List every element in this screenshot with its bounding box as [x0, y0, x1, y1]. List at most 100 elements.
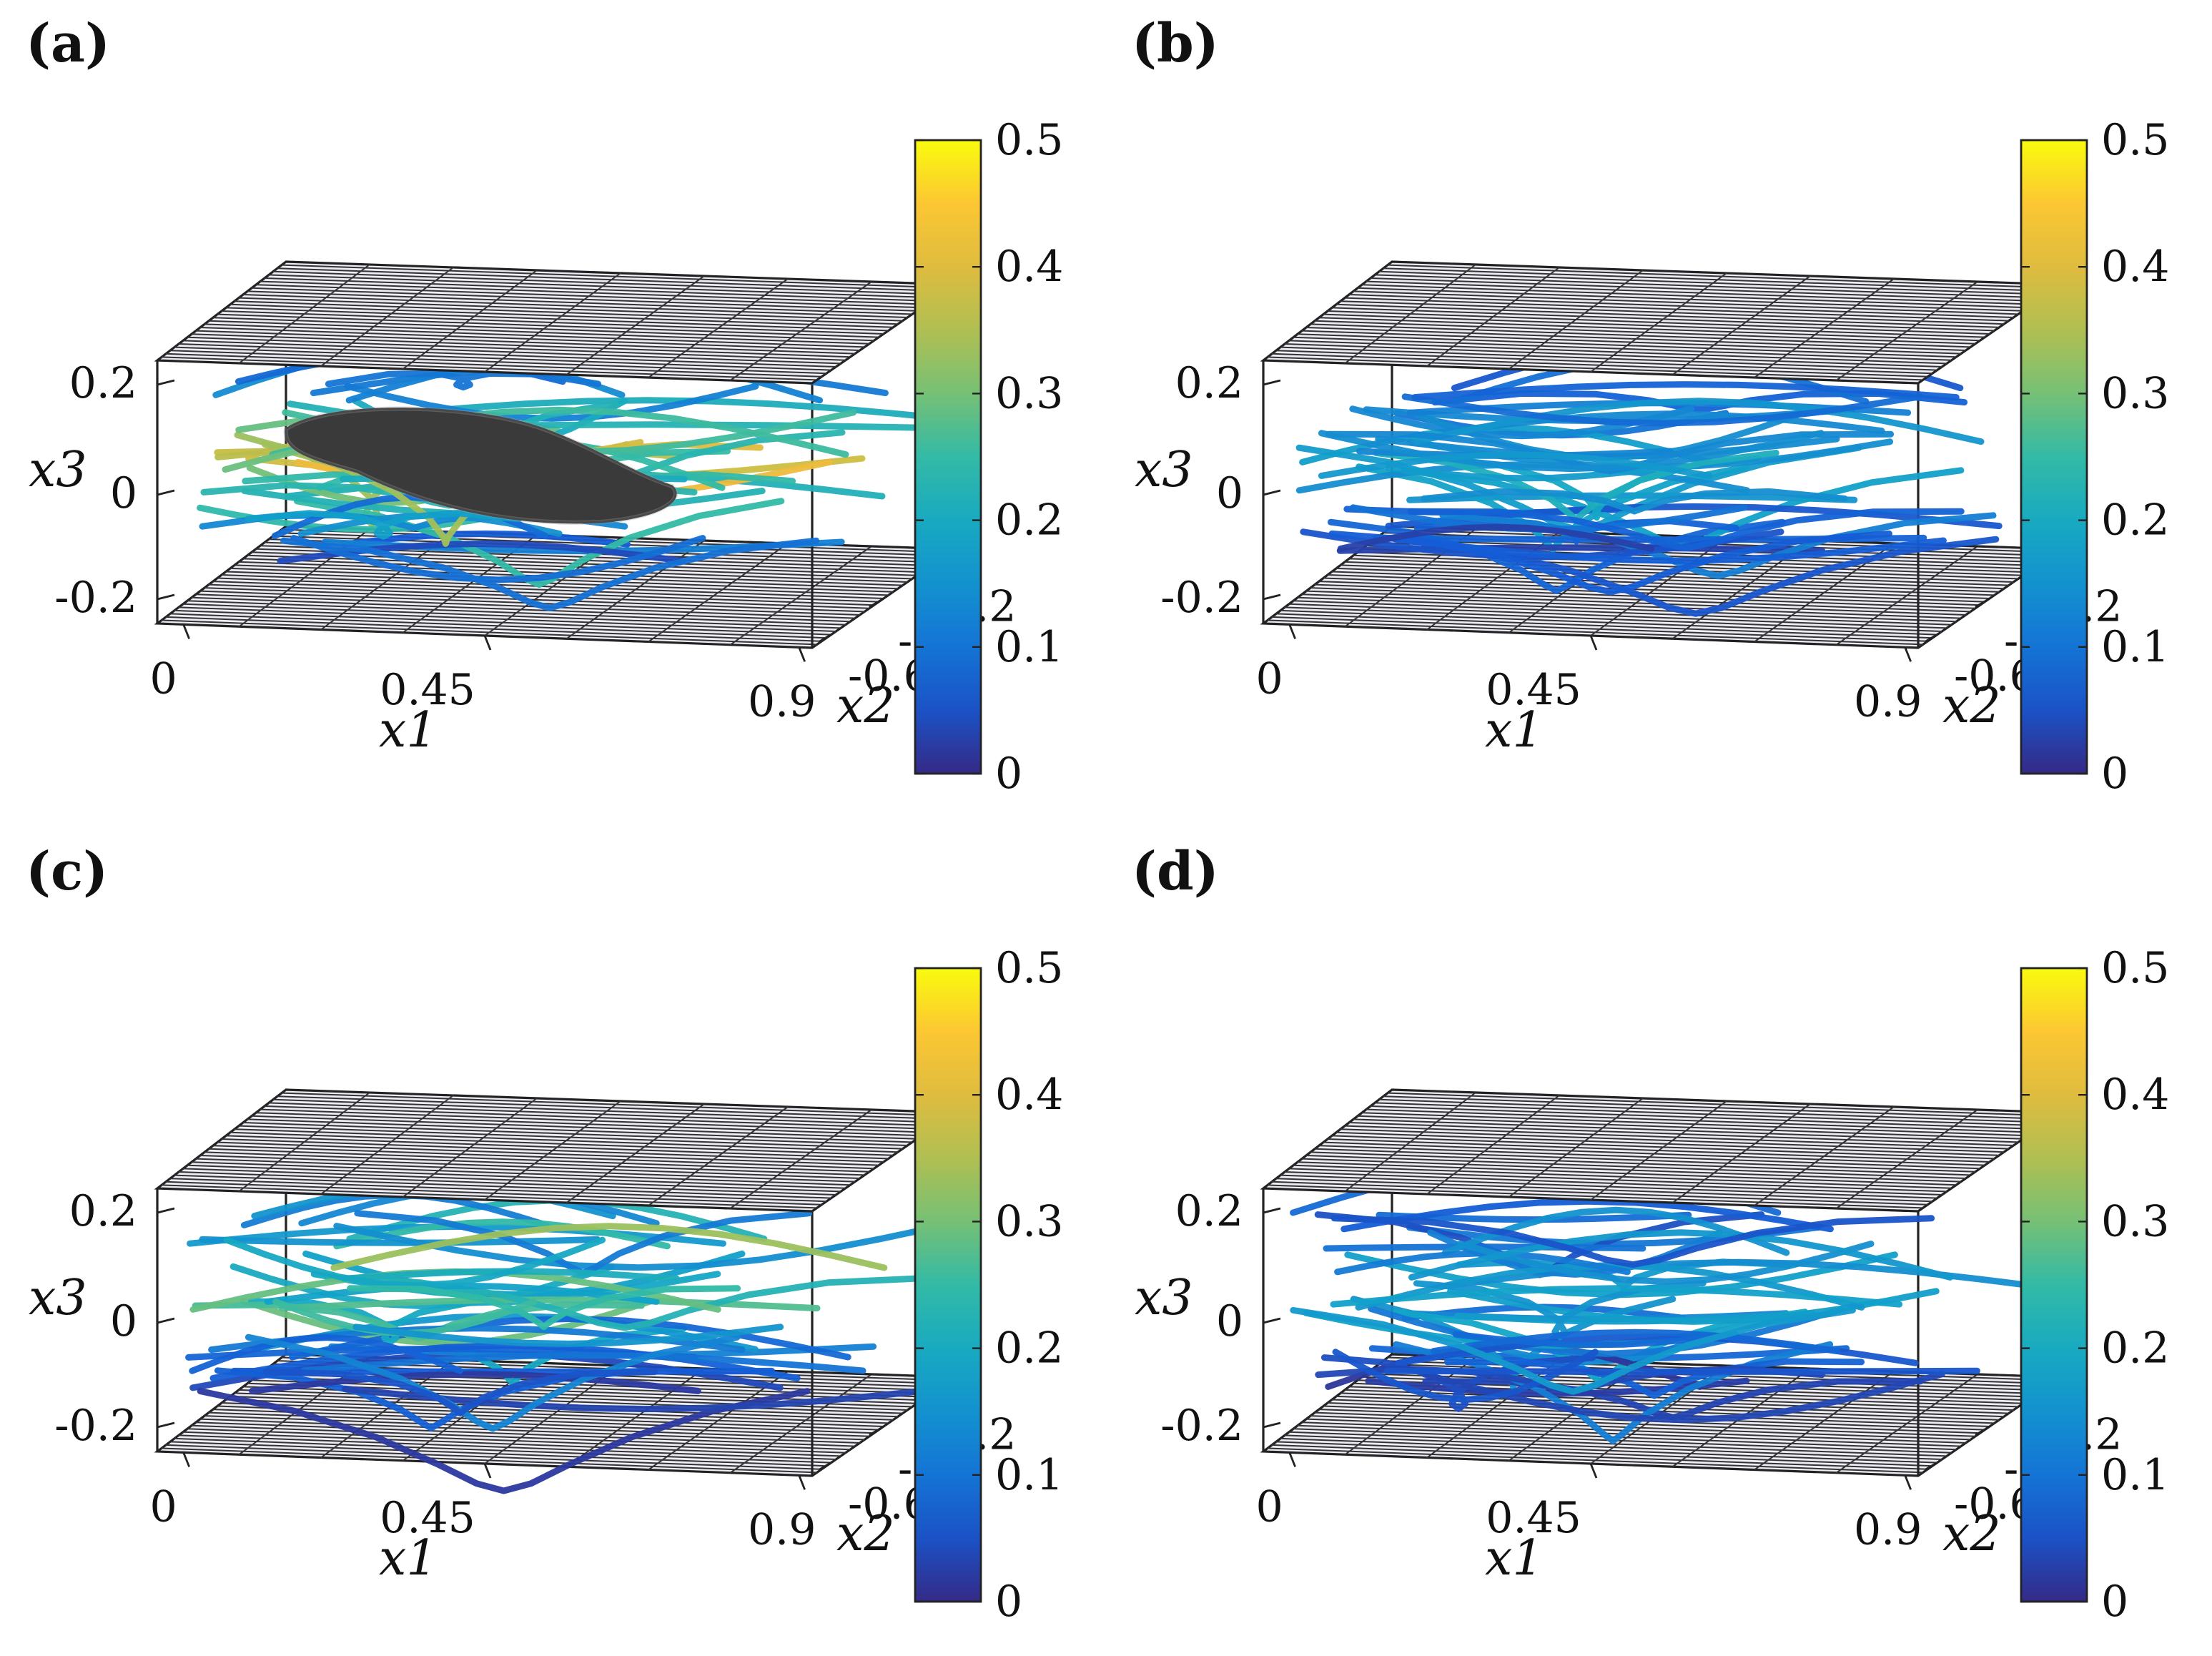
grid-line	[1590, 272, 1727, 373]
panel-plot: 0.20-0.2x300.450.9x10.2-0.2-0.6x20.50.40…	[1135, 943, 2169, 1627]
grid-line	[729, 1109, 872, 1209]
body-highlight	[283, 406, 678, 525]
x1-tick-label: 0	[1256, 1482, 1283, 1532]
streamline	[1457, 1241, 1875, 1285]
x1-tick	[1904, 646, 1912, 662]
grid-line	[1835, 546, 1978, 646]
x1-tick-label: 0	[150, 654, 177, 704]
streamline	[1332, 1349, 1599, 1404]
streamline	[1407, 508, 1965, 551]
colorbar-tick-label: 0.4	[995, 242, 1063, 292]
colorbar	[914, 139, 982, 775]
grid-line	[1344, 1092, 1476, 1192]
x1-tick	[1589, 635, 1598, 651]
grid-line	[320, 1095, 454, 1195]
grid-line	[238, 1092, 370, 1192]
grid-line	[484, 272, 621, 373]
grid-line	[566, 275, 705, 375]
x2-axis-label: x2	[836, 678, 895, 734]
streamline	[280, 537, 820, 611]
x1-tick-label: 0.9	[748, 676, 816, 726]
x3-axis-label: x3	[1135, 1270, 1193, 1326]
streamline	[325, 1275, 924, 1331]
body-group	[283, 406, 678, 525]
x1-tick	[1288, 1452, 1296, 1467]
x2-axis-label: x2	[836, 1506, 895, 1562]
streamline	[279, 1296, 821, 1312]
x1-tick-label: 0	[150, 1482, 177, 1532]
colorbar-tick-label: 0.2	[2101, 1324, 2169, 1374]
streamlines	[185, 1182, 947, 1494]
colorbar-tick-label: 0.2	[2101, 496, 2169, 546]
grid-line	[566, 540, 705, 640]
x1-tick-label: 0.45	[1486, 1493, 1581, 1543]
streamline	[1421, 1371, 1945, 1424]
panel-plot: 0.20-0.2x300.450.9x10.2-0.2-0.6x20.50.40…	[29, 943, 1063, 1627]
grid-line	[402, 1098, 538, 1198]
x1-tick-label: 0.45	[380, 1493, 475, 1543]
grid-line	[320, 267, 454, 367]
x3-tick	[1263, 593, 1281, 601]
streamline	[1330, 1215, 1935, 1268]
streamline	[264, 1282, 660, 1305]
x1-tick	[483, 1463, 492, 1479]
streamline	[1330, 1285, 1903, 1308]
panel-label: (c)	[26, 841, 109, 902]
grid-line	[1344, 264, 1476, 364]
streamline	[1328, 530, 1892, 596]
streamline	[209, 1342, 801, 1381]
panel-plot: 0.20-0.2x300.450.9x10.2-0.2-0.6x20.50.40…	[1135, 115, 2169, 799]
panel-c: (c) 0.20-0.2x300.450.9x10.2-0.2-0.6x20.5…	[0, 828, 1106, 1656]
x3-tick-label: 0.2	[69, 358, 137, 408]
colorbar-tick-label: 0.1	[995, 1450, 1063, 1500]
x3-tick	[1263, 489, 1281, 496]
colorbar-tick-label: 0.1	[995, 622, 1063, 672]
colorbar-tick-label: 0.2	[995, 1324, 1063, 1374]
x2-tick	[869, 1425, 884, 1436]
x3-tick	[1263, 1317, 1281, 1324]
x3-axis-label: x3	[1135, 442, 1193, 498]
x1-tick-label: 0.45	[380, 665, 475, 715]
x1-tick	[1904, 1474, 1912, 1490]
streamline	[248, 1298, 533, 1346]
streamline	[293, 498, 785, 588]
streamline	[1318, 430, 1825, 473]
grid-line	[1754, 278, 1895, 378]
colorbar-tick-label: 0	[2101, 1577, 2128, 1627]
x3-axis-label: x3	[29, 442, 87, 498]
x1-axis-label: x1	[1485, 1530, 1544, 1587]
x1-tick-label: 0.9	[1854, 676, 1922, 726]
x1-tick-label: 0.9	[1854, 1504, 1922, 1554]
streamlines	[1290, 1160, 2040, 1444]
colorbar-tick-label: 0.1	[2101, 622, 2169, 672]
x1-tick	[1288, 624, 1296, 639]
x1-tick	[798, 646, 806, 662]
streamline	[1323, 1243, 1646, 1252]
grid-line	[729, 1374, 872, 1474]
streamline	[1340, 1198, 1834, 1233]
colorbar-tick-label: 0.3	[2101, 1196, 2169, 1246]
colorbar-tick-label: 0.3	[995, 368, 1063, 418]
x3-tick	[157, 593, 175, 601]
colorbar-tick-label: 0.5	[2101, 115, 2169, 165]
colorbar-tick-label: 0	[995, 749, 1022, 799]
grid-line	[1508, 1098, 1644, 1198]
x1-tick	[182, 624, 190, 639]
streamline	[1430, 1329, 1841, 1355]
grid-line	[1508, 270, 1644, 370]
grid-line	[1590, 537, 1727, 636]
colorbar-tick-label: 0.5	[995, 115, 1063, 165]
grid-line	[648, 278, 789, 378]
streamline	[223, 1236, 606, 1289]
streamline	[1337, 523, 1655, 552]
grid-line	[1672, 1103, 1811, 1203]
grid-line	[402, 270, 538, 370]
x2-tick	[819, 1460, 834, 1471]
x1-axis-label: x1	[1485, 702, 1544, 759]
x1-tick	[1589, 1463, 1598, 1479]
colorbar-tick-label: 0.5	[2101, 943, 2169, 993]
streamline	[189, 1334, 463, 1374]
grid-line	[1835, 1109, 1978, 1209]
streamline	[347, 1285, 741, 1331]
